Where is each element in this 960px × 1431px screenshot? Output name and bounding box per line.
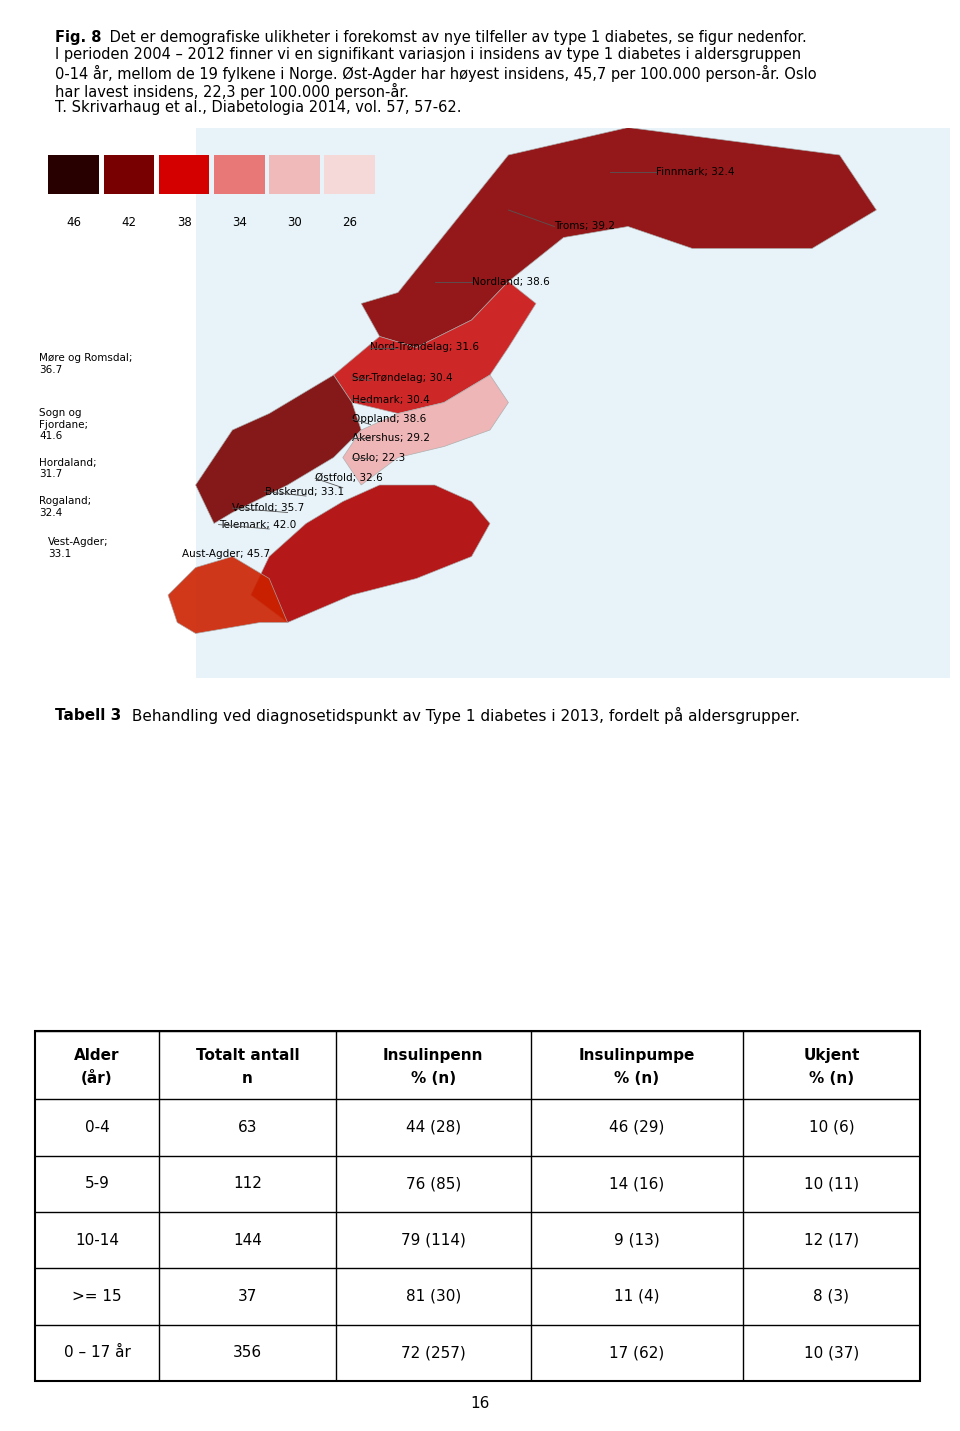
Text: n: n xyxy=(242,1070,252,1086)
Text: Finnmark; 32.4: Finnmark; 32.4 xyxy=(656,166,734,176)
Text: 5-9: 5-9 xyxy=(84,1176,109,1191)
Text: 112: 112 xyxy=(233,1176,262,1191)
Bar xyxy=(104,155,155,193)
Bar xyxy=(269,155,320,193)
Text: Vestfold; 35.7: Vestfold; 35.7 xyxy=(232,504,304,514)
Text: Totalt antall: Totalt antall xyxy=(196,1047,300,1063)
Text: Ukjent: Ukjent xyxy=(804,1047,860,1063)
Text: 34: 34 xyxy=(232,216,247,229)
Text: Buskerud; 33.1: Buskerud; 33.1 xyxy=(265,487,344,497)
Text: 63: 63 xyxy=(238,1120,257,1135)
Bar xyxy=(214,155,265,193)
Text: Sogn og
Fjordane;
41.6: Sogn og Fjordane; 41.6 xyxy=(39,408,88,441)
Text: Alder: Alder xyxy=(74,1047,120,1063)
Text: Sør-Trøndelag; 30.4: Sør-Trøndelag; 30.4 xyxy=(352,372,452,382)
Text: har lavest insidens, 22,3 per 100.000 person-år.: har lavest insidens, 22,3 per 100.000 pe… xyxy=(55,83,409,100)
Text: % (n): % (n) xyxy=(809,1070,854,1086)
Text: 356: 356 xyxy=(233,1345,262,1361)
Text: 26: 26 xyxy=(342,216,357,229)
Polygon shape xyxy=(251,485,490,622)
Text: Østfold; 32.6: Østfold; 32.6 xyxy=(315,474,383,484)
Text: 30: 30 xyxy=(287,216,301,229)
Text: Aust-Agder; 45.7: Aust-Agder; 45.7 xyxy=(181,548,270,558)
Text: 38: 38 xyxy=(177,216,191,229)
Text: Hordaland;
31.7: Hordaland; 31.7 xyxy=(39,458,97,479)
Text: 144: 144 xyxy=(233,1232,262,1248)
Text: 16: 16 xyxy=(470,1397,490,1411)
Text: Det er demografiske ulikheter i forekomst av nye tilfeller av type 1 diabetes, s: Det er demografiske ulikheter i forekoms… xyxy=(105,30,806,44)
Bar xyxy=(324,155,375,193)
Text: (år): (år) xyxy=(82,1070,112,1086)
Text: 42: 42 xyxy=(121,216,136,229)
Text: Møre og Romsdal;
36.7: Møre og Romsdal; 36.7 xyxy=(39,353,132,375)
Text: 0-4: 0-4 xyxy=(84,1120,109,1135)
Text: I perioden 2004 – 2012 finner vi en signifikant variasjon i insidens av type 1 d: I perioden 2004 – 2012 finner vi en sign… xyxy=(55,47,802,63)
Text: Akershus; 29.2: Akershus; 29.2 xyxy=(352,434,430,444)
Text: 0 – 17 år: 0 – 17 år xyxy=(63,1345,131,1361)
Text: 10 (37): 10 (37) xyxy=(804,1345,859,1361)
Polygon shape xyxy=(334,282,536,414)
Text: Tabell 3: Tabell 3 xyxy=(55,708,121,723)
Text: Insulinpenn: Insulinpenn xyxy=(383,1047,484,1063)
Text: 8 (3): 8 (3) xyxy=(813,1289,850,1304)
Bar xyxy=(158,155,209,193)
Text: % (n): % (n) xyxy=(614,1070,660,1086)
Text: Nordland; 38.6: Nordland; 38.6 xyxy=(471,276,549,286)
Polygon shape xyxy=(168,557,288,634)
Text: 72 (257): 72 (257) xyxy=(401,1345,466,1361)
Text: Telemark; 42.0: Telemark; 42.0 xyxy=(219,519,296,529)
Text: 10-14: 10-14 xyxy=(75,1232,119,1248)
Text: Vest-Agder;
33.1: Vest-Agder; 33.1 xyxy=(48,538,109,560)
Polygon shape xyxy=(343,375,509,485)
Text: 0-14 år, mellom de 19 fylkene i Norge. Øst-Agder har høyest insidens, 45,7 per 1: 0-14 år, mellom de 19 fylkene i Norge. Ø… xyxy=(55,64,817,82)
Text: 44 (28): 44 (28) xyxy=(406,1120,461,1135)
Text: 14 (16): 14 (16) xyxy=(610,1176,664,1191)
Text: 37: 37 xyxy=(238,1289,257,1304)
Polygon shape xyxy=(361,127,876,348)
Text: Nord-Trøndelag; 31.6: Nord-Trøndelag; 31.6 xyxy=(371,342,479,352)
Text: 10 (6): 10 (6) xyxy=(808,1120,854,1135)
Bar xyxy=(196,127,950,677)
Text: 12 (17): 12 (17) xyxy=(804,1232,859,1248)
Text: 79 (114): 79 (114) xyxy=(401,1232,466,1248)
Text: T. Skrivarhaug et al., Diabetologia 2014, vol. 57, 57-62.: T. Skrivarhaug et al., Diabetologia 2014… xyxy=(55,100,462,114)
Text: % (n): % (n) xyxy=(411,1070,456,1086)
Text: 10 (11): 10 (11) xyxy=(804,1176,859,1191)
Text: 11 (4): 11 (4) xyxy=(614,1289,660,1304)
Text: 46: 46 xyxy=(66,216,82,229)
Text: 9 (13): 9 (13) xyxy=(614,1232,660,1248)
Text: Oslo; 22.3: Oslo; 22.3 xyxy=(352,452,405,462)
Text: 46 (29): 46 (29) xyxy=(609,1120,664,1135)
Text: Insulinpumpe: Insulinpumpe xyxy=(579,1047,695,1063)
Text: Behandling ved diagnosetidspunkt av Type 1 diabetes i 2013, fordelt på aldersgru: Behandling ved diagnosetidspunkt av Type… xyxy=(127,707,800,724)
Text: Troms; 39.2: Troms; 39.2 xyxy=(554,222,615,232)
Text: Oppland; 38.6: Oppland; 38.6 xyxy=(352,414,426,424)
Text: 81 (30): 81 (30) xyxy=(406,1289,461,1304)
Text: Rogaland;
32.4: Rogaland; 32.4 xyxy=(39,497,91,518)
Bar xyxy=(48,155,99,193)
Text: 76 (85): 76 (85) xyxy=(406,1176,461,1191)
Text: >= 15: >= 15 xyxy=(72,1289,122,1304)
Polygon shape xyxy=(196,375,361,524)
Text: Hedmark; 30.4: Hedmark; 30.4 xyxy=(352,395,430,405)
Text: 17 (62): 17 (62) xyxy=(610,1345,664,1361)
Text: Fig. 8: Fig. 8 xyxy=(55,30,102,44)
